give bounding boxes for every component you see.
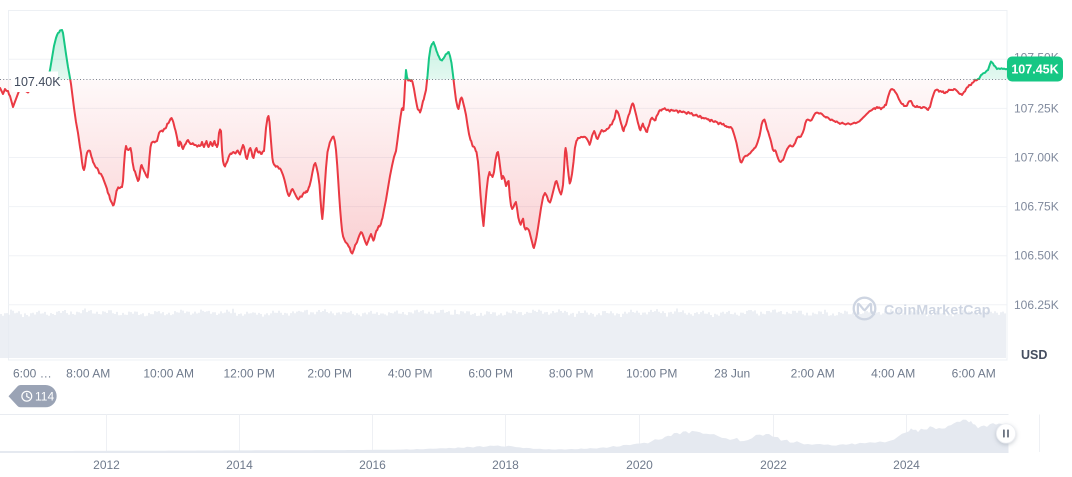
svg-text:10:00 PM: 10:00 PM bbox=[626, 367, 677, 381]
svg-text:6:00 PM: 6:00 PM bbox=[468, 367, 513, 381]
svg-text:107.45K: 107.45K bbox=[1011, 62, 1058, 76]
svg-text:6:00 …: 6:00 … bbox=[13, 367, 52, 381]
svg-text:2022: 2022 bbox=[760, 458, 787, 472]
svg-text:4:00 PM: 4:00 PM bbox=[388, 367, 433, 381]
svg-text:107.40K: 107.40K bbox=[14, 75, 61, 89]
svg-text:2024: 2024 bbox=[893, 458, 920, 472]
svg-text:28 Jun: 28 Jun bbox=[714, 367, 750, 381]
svg-text:4:00 AM: 4:00 AM bbox=[871, 367, 915, 381]
svg-text:USD: USD bbox=[1021, 348, 1047, 362]
svg-text:8:00 AM: 8:00 AM bbox=[66, 367, 110, 381]
svg-text:CoinMarketCap: CoinMarketCap bbox=[884, 302, 991, 318]
svg-text:2014: 2014 bbox=[226, 458, 253, 472]
svg-text:107.00K: 107.00K bbox=[1014, 151, 1059, 165]
svg-text:10:00 AM: 10:00 AM bbox=[143, 367, 194, 381]
svg-text:8:00 PM: 8:00 PM bbox=[549, 367, 594, 381]
svg-text:106.75K: 106.75K bbox=[1014, 200, 1059, 214]
svg-text:114: 114 bbox=[35, 390, 54, 404]
svg-text:2018: 2018 bbox=[492, 458, 519, 472]
svg-text:106.50K: 106.50K bbox=[1014, 249, 1059, 263]
svg-text:107.25K: 107.25K bbox=[1014, 101, 1059, 115]
svg-text:106.25K: 106.25K bbox=[1014, 298, 1059, 312]
svg-text:2:00 AM: 2:00 AM bbox=[791, 367, 835, 381]
svg-text:2016: 2016 bbox=[359, 458, 386, 472]
svg-text:2:00 PM: 2:00 PM bbox=[307, 367, 352, 381]
svg-text:12:00 PM: 12:00 PM bbox=[224, 367, 275, 381]
svg-text:2012: 2012 bbox=[93, 458, 120, 472]
svg-text:6:00 AM: 6:00 AM bbox=[952, 367, 996, 381]
svg-text:2020: 2020 bbox=[626, 458, 653, 472]
